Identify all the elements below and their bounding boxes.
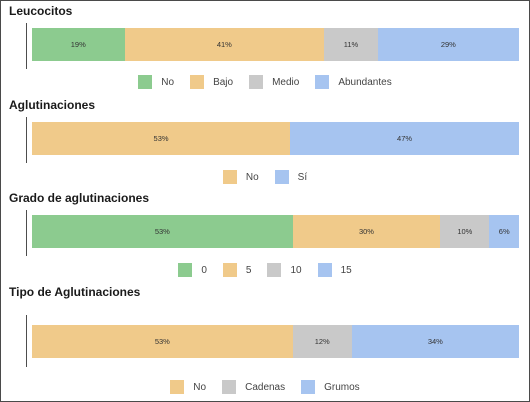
legend-item: 15 xyxy=(317,263,352,277)
legend-label: Abundantes xyxy=(338,76,392,88)
legend: 0 5 10 15 xyxy=(1,263,529,277)
legend-label: No xyxy=(193,381,207,393)
legend: No Cadenas Grumos xyxy=(1,380,529,394)
legend-item: No xyxy=(138,75,174,89)
legend-label: Bajo xyxy=(213,76,234,88)
chart-title: Grado de aglutinaciones xyxy=(9,191,150,205)
axis-line xyxy=(26,210,27,256)
axis-line xyxy=(26,23,27,69)
legend-label: Cadenas xyxy=(245,381,286,393)
legend-label: Medio xyxy=(272,76,300,88)
legend-swatch xyxy=(138,75,153,89)
legend: No Sí xyxy=(1,170,529,184)
legend-label: 15 xyxy=(340,264,352,276)
legend-item: Cadenas xyxy=(222,380,285,394)
legend-swatch xyxy=(222,170,237,184)
legend-label: No xyxy=(245,171,259,183)
legend-label: No xyxy=(161,76,175,88)
legend-label: Sí xyxy=(297,171,308,183)
axis-line xyxy=(26,117,27,163)
stacked-bar: 19% 41% 11% 29% xyxy=(32,28,519,61)
legend-label: 10 xyxy=(290,264,302,276)
legend-swatch xyxy=(178,263,193,277)
bar-segment: 30% xyxy=(292,215,441,248)
legend-swatch xyxy=(317,263,332,277)
legend-swatch xyxy=(249,75,264,89)
legend-label: 5 xyxy=(245,264,252,276)
legend-swatch xyxy=(190,75,205,89)
legend-item: 10 xyxy=(267,263,302,277)
legend-item: Abundantes xyxy=(315,75,392,89)
stacked-bar: 53% 47% xyxy=(32,122,519,155)
bar-segment: 12% xyxy=(292,325,352,358)
legend-swatch xyxy=(315,75,330,89)
legend-swatch xyxy=(170,380,185,394)
legend-item: Sí xyxy=(274,170,308,184)
legend: No Bajo Medio Abundantes xyxy=(1,75,529,89)
bar-segment: 47% xyxy=(290,122,519,155)
legend-item: 0 xyxy=(178,263,207,277)
legend-label: Grumos xyxy=(324,381,360,393)
bar-segment: 41% xyxy=(124,28,325,61)
bar-segment: 19% xyxy=(32,28,125,61)
legend-item: No xyxy=(170,380,206,394)
legend-item: Grumos xyxy=(301,380,360,394)
legend-swatch xyxy=(301,380,316,394)
bar-segment: 53% xyxy=(32,122,291,155)
legend-swatch xyxy=(267,263,282,277)
stacked-bar: 53% 30% 10% 6% xyxy=(32,215,519,248)
legend-swatch xyxy=(274,170,289,184)
chart-title: Leucocitos xyxy=(9,4,73,18)
legend-item: Bajo xyxy=(190,75,233,89)
bar-segment: 34% xyxy=(351,325,519,358)
legend-swatch xyxy=(222,263,237,277)
bar-segment: 29% xyxy=(377,28,519,61)
axis-line xyxy=(26,315,27,367)
bar-segment: 53% xyxy=(32,215,293,248)
bar-segment: 10% xyxy=(440,215,490,248)
stacked-bar: 53% 12% 34% xyxy=(32,325,519,358)
legend-swatch xyxy=(222,380,237,394)
bar-segment: 53% xyxy=(32,325,293,358)
chart-title: Tipo de Aglutinaciones xyxy=(9,285,141,299)
bar-segment: 11% xyxy=(324,28,378,61)
bar-segment: 6% xyxy=(489,215,519,248)
chart-title: Aglutinaciones xyxy=(9,98,96,112)
legend-item: No xyxy=(222,170,259,184)
legend-item: 5 xyxy=(222,263,252,277)
legend-item: Medio xyxy=(249,75,299,89)
legend-label: 0 xyxy=(201,264,207,276)
